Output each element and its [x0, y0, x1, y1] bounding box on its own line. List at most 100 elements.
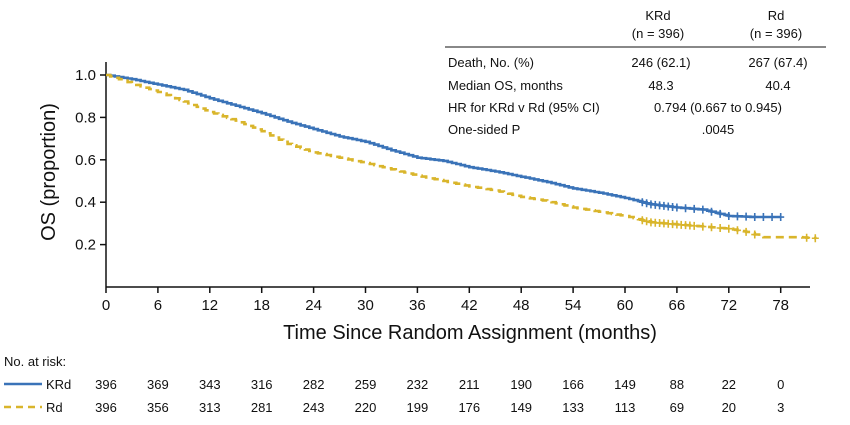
- stats-table: KRd (n = 396) Rd (n = 396) Death, No. (%…: [445, 8, 826, 137]
- stats-col-rd-n: (n = 396): [750, 26, 802, 41]
- at-risk-row-rd-name: Rd: [46, 400, 63, 415]
- x-tick-label: 66: [669, 297, 686, 314]
- censor-mark-krd: [733, 212, 741, 221]
- stats-col-krd-n: (n = 396): [632, 26, 684, 41]
- censor-mark-rd: [725, 224, 733, 233]
- at-risk-row-krd-name: KRd: [46, 377, 71, 392]
- censor-mark-rd: [733, 226, 741, 235]
- censor-mark-krd: [768, 213, 776, 222]
- at-risk-value-krd: 396: [95, 377, 117, 392]
- at-risk-value-krd: 88: [670, 377, 684, 392]
- censor-mark-rd: [699, 222, 707, 231]
- at-risk-value-rd: 20: [722, 400, 736, 415]
- x-tick-label: 72: [720, 297, 737, 314]
- at-risk-value-rd: 3: [777, 400, 784, 415]
- at-risk-value-krd: 166: [562, 377, 584, 392]
- x-axis-label: Time Since Random Assignment (months): [283, 322, 657, 344]
- x-tick-label: 78: [772, 297, 789, 314]
- at-risk-value-rd: 133: [562, 400, 584, 415]
- stats-col-rd-name: Rd: [768, 8, 785, 23]
- censor-mark-krd: [742, 212, 750, 221]
- stats-row-p-label: One-sided P: [448, 122, 520, 137]
- censor-mark-krd: [643, 199, 651, 208]
- at-risk-value-krd: 211: [459, 377, 480, 392]
- x-tick-label: 30: [357, 297, 374, 314]
- at-risk-value-rd: 313: [199, 400, 221, 415]
- x-tick-label: 48: [513, 297, 530, 314]
- at-risk-value-krd: 282: [303, 377, 325, 392]
- censor-mark-rd: [708, 223, 715, 232]
- at-risk-table: No. at risk: KRd Rd 396 369 343 316 282 259 23…: [4, 354, 784, 415]
- x-tick-label: 42: [461, 297, 478, 314]
- censor-mark-krd: [777, 213, 785, 222]
- x-ticks: 0 6 12 18 24 30 36 42 48 54 60 66 72 78: [102, 287, 789, 314]
- censor-mark-rd: [716, 223, 724, 232]
- y-tick-label: 0.6: [75, 152, 96, 169]
- stats-row-median-label: Median OS, months: [448, 78, 563, 93]
- censor-mark-krd: [725, 211, 733, 220]
- censor-mark-rd: [638, 216, 646, 225]
- x-tick-label: 54: [565, 297, 582, 314]
- at-risk-value-rd: 149: [510, 400, 532, 415]
- censor-mark-krd: [699, 205, 707, 214]
- at-risk-value-krd: 259: [355, 377, 377, 392]
- at-risk-value-krd: 369: [147, 377, 169, 392]
- stats-row-deaths-rd: 267 (67.4): [748, 55, 807, 70]
- x-tick-label: 24: [305, 297, 322, 314]
- at-risk-value-krd: 232: [407, 377, 429, 392]
- series-line-rd: [106, 73, 817, 240]
- at-risk-value-krd: 0: [777, 377, 784, 392]
- y-tick-label: 1.0: [75, 67, 96, 84]
- y-axis-label: OS (proportion): [38, 103, 60, 241]
- x-tick-label: 18: [253, 297, 270, 314]
- stats-row-median-krd: 48.3: [648, 78, 673, 93]
- at-risk-value-rd: 69: [670, 400, 684, 415]
- censor-mark-krd: [751, 213, 759, 222]
- censor-mark-krd: [759, 213, 767, 222]
- x-tick-label: 0: [102, 297, 110, 314]
- at-risk-value-rd: 281: [251, 400, 273, 415]
- stats-row-hr-value: 0.794 (0.667 to 0.945): [654, 100, 782, 115]
- at-risk-value-krd: 190: [510, 377, 532, 392]
- y-tick-label: 0.4: [75, 194, 96, 211]
- at-risk-value-krd: 149: [614, 377, 636, 392]
- survival-curves: [106, 73, 819, 243]
- censor-mark-krd: [638, 198, 646, 207]
- axes: [105, 62, 810, 288]
- censor-mark-rd: [690, 221, 698, 230]
- censor-mark-rd: [751, 230, 759, 239]
- at-risk-values: 396 369 343 316 282 259 232 211 190 166 149 88 22 039…: [95, 377, 784, 415]
- at-risk-value-rd: 113: [615, 400, 636, 415]
- y-tick-label: 0.8: [75, 109, 96, 126]
- censor-mark-krd: [682, 204, 690, 213]
- censor-mark-krd: [690, 204, 698, 213]
- at-risk-value-rd: 176: [458, 400, 480, 415]
- censor-mark-krd: [716, 209, 724, 218]
- at-risk-value-rd: 220: [355, 400, 377, 415]
- at-risk-value-krd: 22: [722, 377, 736, 392]
- stats-row-p-value: .0045: [702, 122, 735, 137]
- at-risk-value-krd: 316: [251, 377, 273, 392]
- y-tick-label: 0.2: [75, 237, 96, 254]
- x-tick-label: 60: [617, 297, 634, 314]
- censor-mark-rd: [742, 227, 750, 236]
- x-tick-label: 12: [201, 297, 218, 314]
- censor-mark-krd: [708, 207, 715, 216]
- censor-mark-rd: [803, 233, 811, 242]
- y-ticks: 0.2 0.4 0.6 0.8 1.0: [75, 67, 106, 254]
- stats-col-krd-name: KRd: [645, 8, 670, 23]
- censor-mark-krd: [673, 203, 681, 212]
- stats-row-median-rd: 40.4: [765, 78, 790, 93]
- at-risk-value-rd: 356: [147, 400, 169, 415]
- at-risk-title: No. at risk:: [4, 354, 66, 369]
- at-risk-value-rd: 199: [407, 400, 429, 415]
- censor-mark-rd: [643, 217, 651, 226]
- stats-row-deaths-krd: 246 (62.1): [631, 55, 690, 70]
- stats-row-deaths-label: Death, No. (%): [448, 55, 534, 70]
- at-risk-value-rd: 243: [303, 400, 325, 415]
- censor-mark-rd: [811, 234, 819, 243]
- x-tick-label: 36: [409, 297, 426, 314]
- at-risk-value-krd: 343: [199, 377, 221, 392]
- stats-row-hr-label: HR for KRd v Rd (95% CI): [448, 100, 600, 115]
